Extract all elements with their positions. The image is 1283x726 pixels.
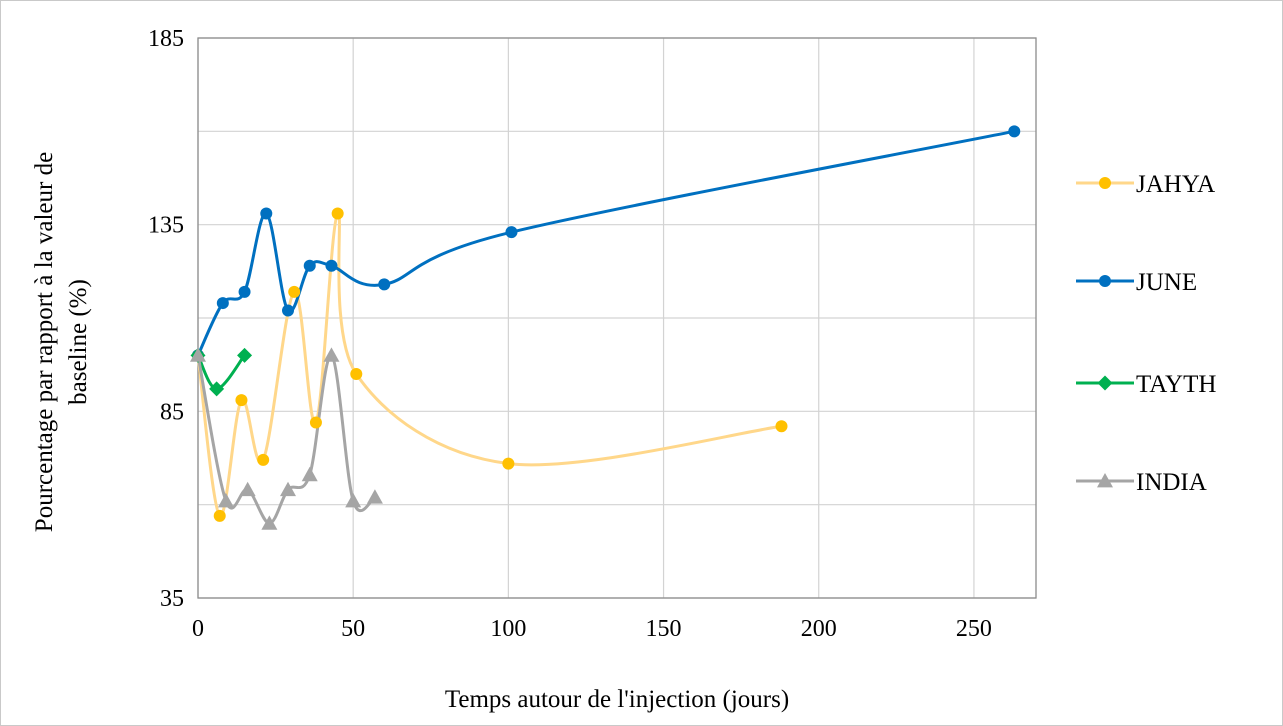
data-point-june [378, 278, 391, 291]
x-tick-label: 150 [646, 616, 682, 642]
data-point-india [366, 489, 383, 504]
gridlines [197, 37, 1036, 599]
legend-item-india: INDIA [1076, 469, 1207, 496]
legend-marker-tayth [1097, 375, 1113, 391]
x-tick-label: 100 [490, 616, 526, 642]
data-point-june [505, 226, 518, 239]
data-point-jahya [288, 285, 301, 298]
data-point-jahya [257, 453, 270, 466]
data-point-june [325, 259, 338, 272]
data-point-india [323, 347, 340, 362]
y-tick-label: 85 [160, 399, 184, 425]
y-axis-tick-labels: 35 85 135 185 [148, 26, 184, 612]
legend-marker-june [1099, 275, 1111, 287]
legend-label-tayth: TAYTH [1136, 371, 1216, 398]
data-point-india [261, 515, 278, 530]
y-axis-title: Pourcentage par rapport à la valeur de b… [31, 152, 92, 532]
legend-label-jahya: JAHYA [1136, 171, 1215, 198]
series-line-jahya [196, 211, 783, 518]
data-point-june [303, 259, 316, 272]
y-tick-label: 135 [148, 213, 184, 239]
data-point-india [217, 492, 234, 508]
legend-item-june: JUNE [1076, 269, 1197, 296]
data-point-june [282, 304, 295, 317]
legend: JAHYA JUNE TAYTH INDIA [1076, 171, 1216, 496]
data-point-june [1008, 125, 1021, 138]
plot-area-border [197, 37, 1037, 599]
series-markers [190, 125, 1021, 530]
data-point-jahya [775, 420, 788, 433]
legend-marker-india [1097, 473, 1113, 488]
legend-label-june: JUNE [1136, 269, 1197, 296]
data-point-india [190, 347, 206, 362]
legend-marker-jahya [1099, 177, 1111, 189]
legend-label-india: INDIA [1136, 469, 1207, 496]
y-axis-title-line-1: Pourcentage par rapport à la valeur de [31, 152, 58, 532]
x-tick-label: 0 [192, 616, 204, 642]
x-axis-tick-labels: 0 50 100 150 200 250 [192, 616, 992, 642]
data-point-jahya [350, 368, 363, 380]
data-point-june [238, 285, 251, 298]
data-point-jahya [235, 394, 248, 407]
y-axis-title-line-2: baseline (%) [65, 279, 92, 405]
data-point-india [345, 492, 362, 508]
legend-item-tayth: TAYTH [1076, 371, 1216, 398]
data-point-india [301, 466, 318, 482]
data-point-tayth [237, 347, 253, 363]
series-line-june [196, 129, 1016, 357]
x-axis-title: Temps autour de l'injection (jours) [445, 686, 789, 713]
x-tick-label: 50 [341, 616, 365, 642]
data-point-jahya [502, 457, 515, 470]
y-tick-label: 185 [148, 26, 184, 52]
data-point-india [280, 481, 297, 497]
x-tick-label: 250 [956, 616, 992, 642]
x-tick-label: 200 [801, 616, 837, 642]
data-point-jahya [309, 416, 322, 429]
data-point-jahya [213, 509, 226, 522]
y-tick-label: 35 [160, 586, 184, 612]
legend-item-jahya: JAHYA [1076, 171, 1215, 198]
data-point-india [239, 481, 256, 497]
series-lines [196, 129, 1016, 525]
data-point-jahya [331, 207, 344, 220]
data-point-tayth [209, 381, 225, 397]
data-point-june [216, 297, 229, 310]
data-point-june [260, 207, 273, 220]
